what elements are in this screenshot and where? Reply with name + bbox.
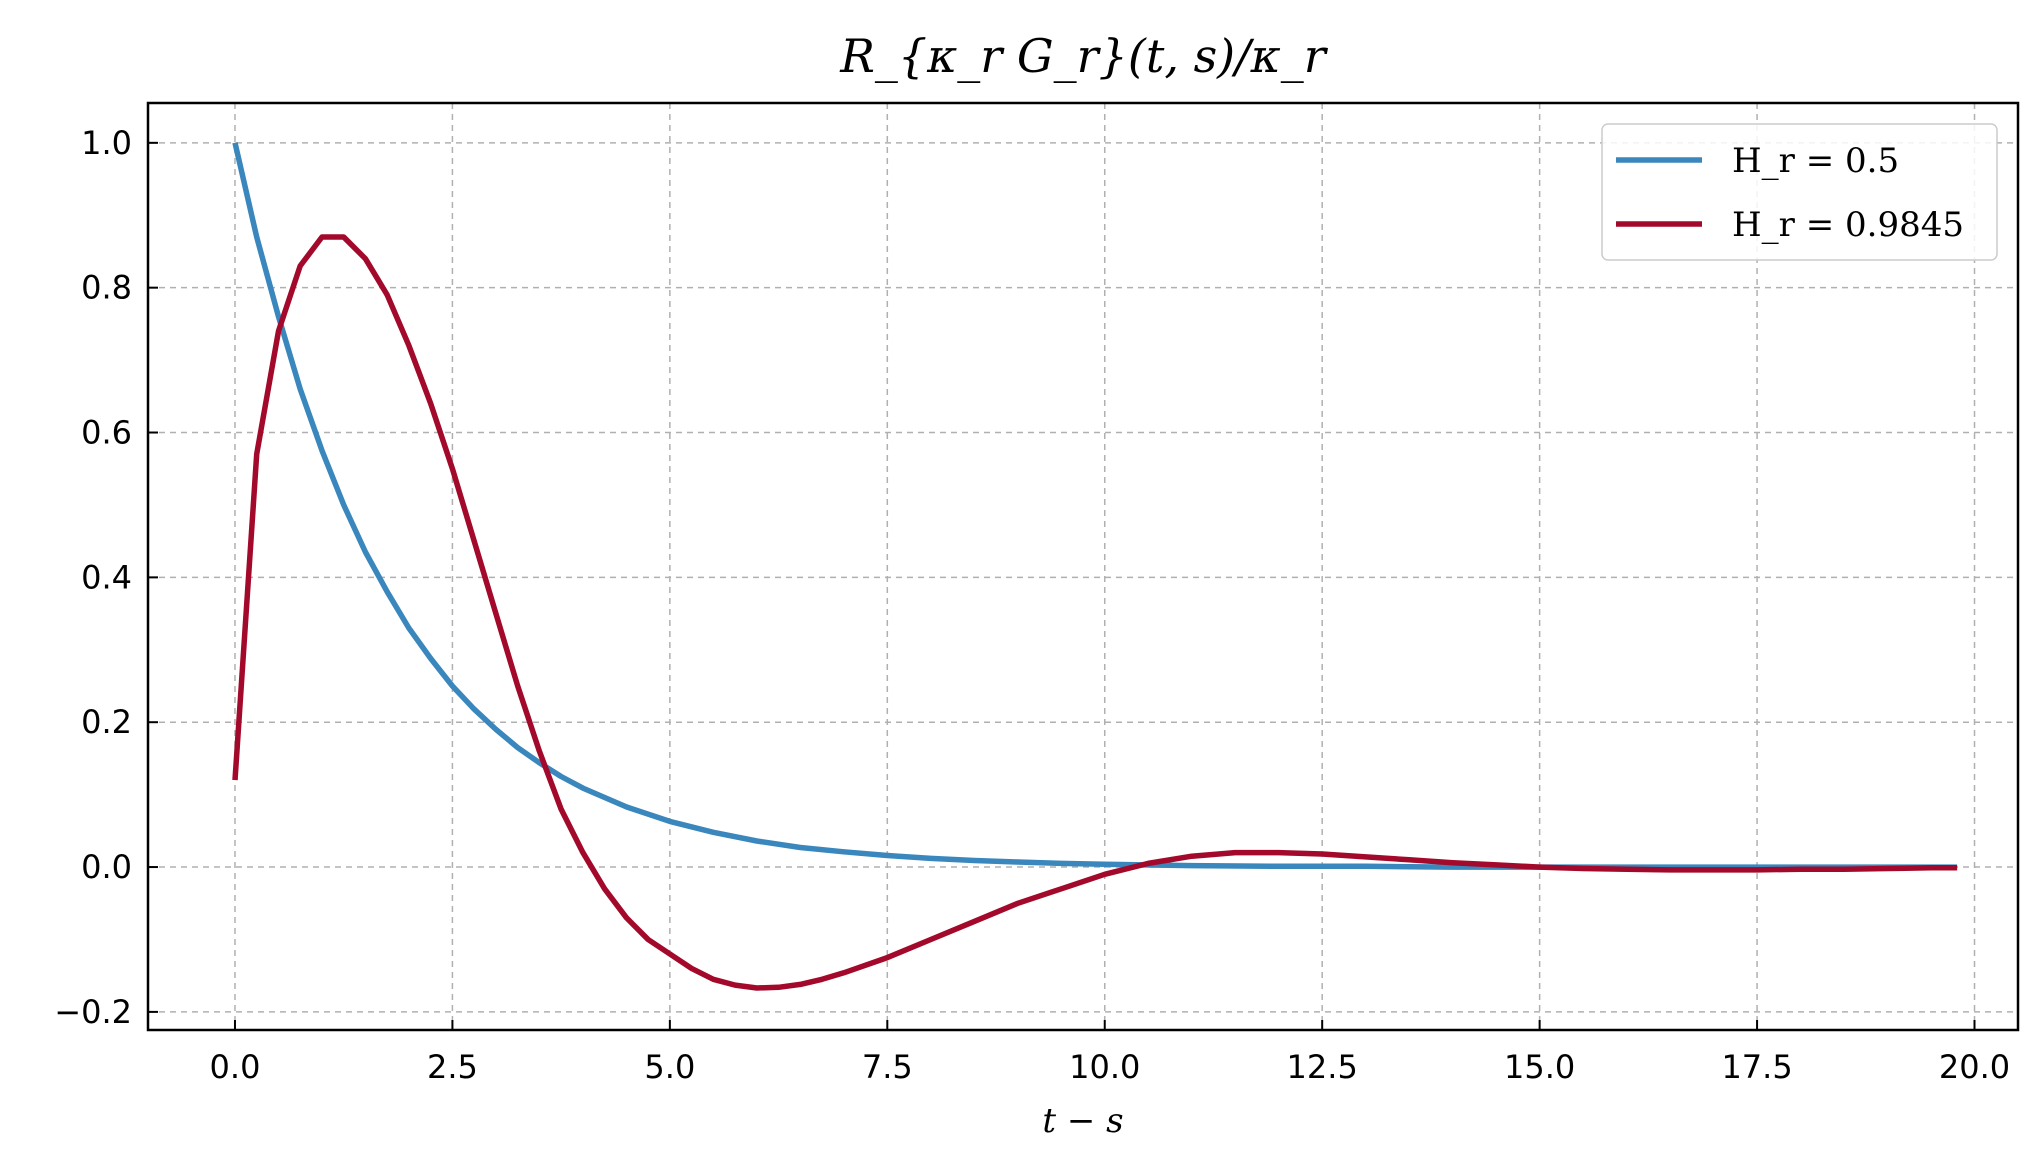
x-axis-label: t − s xyxy=(1042,1101,1123,1141)
x-tick-label: 2.5 xyxy=(427,1048,478,1086)
x-tick-label: 15.0 xyxy=(1504,1048,1575,1086)
y-tick-label: 0.2 xyxy=(81,703,132,741)
series-lines xyxy=(232,142,1958,991)
y-tick-label: 0.8 xyxy=(81,269,132,307)
x-tick-label: 20.0 xyxy=(1939,1048,2010,1086)
y-tick-label: −0.2 xyxy=(54,993,132,1031)
legend-label-2: H_r = 0.9845 xyxy=(1732,205,1964,245)
x-tick-label: 12.5 xyxy=(1287,1048,1358,1086)
legend-label-1: H_r = 0.5 xyxy=(1732,141,1899,181)
x-tick-label: 10.0 xyxy=(1069,1048,1140,1086)
x-tick-label: 17.5 xyxy=(1721,1048,1792,1086)
axis-ticks: 0.0 2.5 5.0 7.5 10.0 12.5 15.0 17.5 20.0 −0.2 0.0 0… xyxy=(54,124,2010,1086)
x-tick-label: 5.0 xyxy=(644,1048,695,1086)
y-tick-label: 1.0 xyxy=(81,124,132,162)
x-tick-label: 7.5 xyxy=(862,1048,913,1086)
y-tick-label: 0.0 xyxy=(81,848,132,886)
y-tick-label: 0.6 xyxy=(81,414,132,452)
series-line-2 xyxy=(232,234,1958,991)
plot-frame xyxy=(146,101,2020,1032)
chart-title: R_{κ_r G_r}(t, s)/κ_r xyxy=(839,29,1329,83)
y-tick-label: 0.4 xyxy=(81,558,132,596)
x-tick-label: 0.0 xyxy=(210,1048,261,1086)
legend: H_r = 0.5 H_r = 0.9845 xyxy=(1601,123,1998,261)
series-line-1 xyxy=(232,142,1958,870)
